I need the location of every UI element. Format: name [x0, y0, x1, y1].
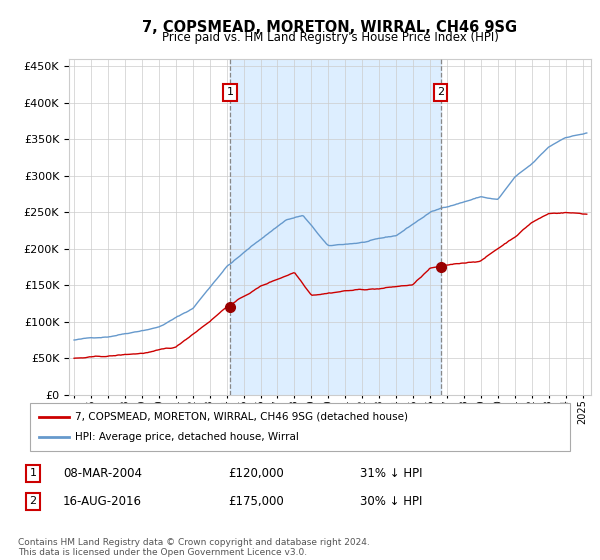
- Text: 1: 1: [29, 468, 37, 478]
- Text: 16-AUG-2016: 16-AUG-2016: [63, 494, 142, 508]
- Text: 2: 2: [29, 496, 37, 506]
- Text: Price paid vs. HM Land Registry's House Price Index (HPI): Price paid vs. HM Land Registry's House …: [161, 31, 499, 44]
- Text: HPI: Average price, detached house, Wirral: HPI: Average price, detached house, Wirr…: [75, 432, 299, 442]
- Text: 7, COPSMEAD, MORETON, WIRRAL, CH46 9SG (detached house): 7, COPSMEAD, MORETON, WIRRAL, CH46 9SG (…: [75, 412, 408, 422]
- Text: 7, COPSMEAD, MORETON, WIRRAL, CH46 9SG: 7, COPSMEAD, MORETON, WIRRAL, CH46 9SG: [142, 20, 518, 35]
- Text: Contains HM Land Registry data © Crown copyright and database right 2024.
This d: Contains HM Land Registry data © Crown c…: [18, 538, 370, 557]
- Text: 2: 2: [437, 87, 444, 97]
- Bar: [230, 59, 440, 395]
- Text: 1: 1: [226, 87, 233, 97]
- Text: £175,000: £175,000: [228, 494, 284, 508]
- Text: 08-MAR-2004: 08-MAR-2004: [63, 466, 142, 480]
- Text: 30% ↓ HPI: 30% ↓ HPI: [360, 494, 422, 508]
- Text: 31% ↓ HPI: 31% ↓ HPI: [360, 466, 422, 480]
- Text: £120,000: £120,000: [228, 466, 284, 480]
